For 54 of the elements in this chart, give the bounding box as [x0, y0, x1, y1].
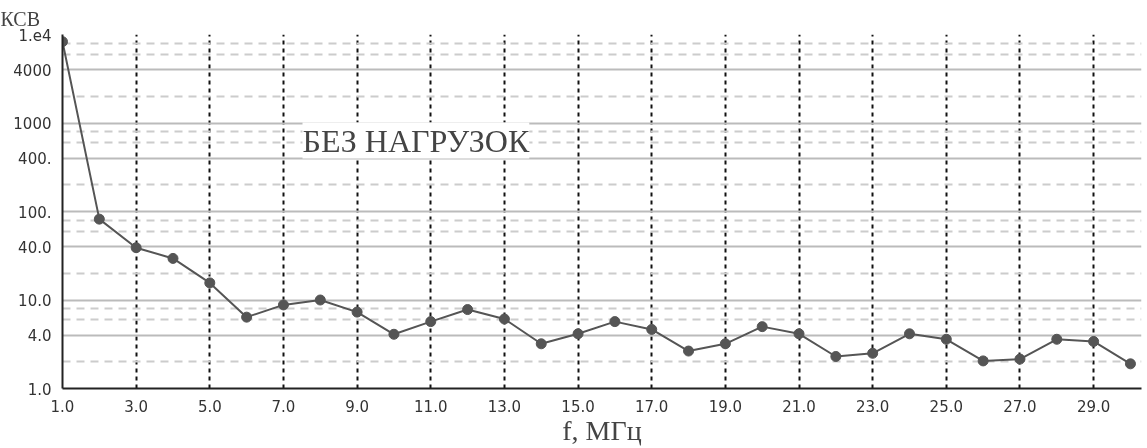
y-tick-label: 1000 — [13, 115, 52, 133]
point — [719, 338, 731, 350]
point — [977, 355, 989, 367]
y-tick-label: 40.0 — [18, 238, 52, 257]
x-tick-label: 11.0 — [414, 397, 448, 416]
point — [462, 304, 474, 316]
point — [241, 311, 253, 323]
x-tick-label: 29.0 — [1076, 397, 1111, 416]
x-tick-label: 3.0 — [124, 397, 149, 416]
point — [940, 333, 952, 345]
point — [388, 328, 400, 340]
point — [1051, 333, 1063, 345]
point — [130, 242, 142, 254]
x-tick-label: 5.0 — [197, 397, 222, 416]
y-tick-label: 10.0 — [18, 292, 52, 310]
x-tick-label: 1.0 — [50, 397, 75, 416]
point — [683, 345, 695, 357]
point — [498, 313, 510, 325]
x-tick-label: 23.0 — [855, 397, 890, 416]
point — [756, 321, 768, 333]
point — [793, 328, 805, 340]
point — [425, 316, 437, 328]
y-tick-label: 100. — [18, 203, 52, 222]
point — [1014, 353, 1026, 365]
y-tick-label: 1.0 — [27, 380, 52, 399]
x-tick-label: 17.0 — [635, 397, 669, 416]
y-tick-label: 400. — [18, 150, 52, 169]
annotation: БЕЗ НАГРУЗОК — [302, 122, 530, 159]
point — [904, 328, 915, 340]
x-tick-label: 19.0 — [708, 397, 743, 416]
point — [1124, 358, 1136, 370]
point — [1088, 335, 1100, 347]
x-tick-label: 15.0 — [561, 397, 595, 416]
point — [535, 338, 547, 350]
x-tick-label: 25.0 — [929, 397, 964, 416]
point — [609, 316, 621, 328]
point — [204, 277, 216, 289]
point — [351, 306, 363, 318]
x-tick-label: 9.0 — [345, 397, 370, 416]
point — [93, 213, 105, 225]
point — [314, 294, 326, 306]
point — [167, 252, 179, 264]
y-tick-label: 4.0 — [27, 327, 52, 346]
y-tick-label: 4000 — [13, 61, 52, 80]
point — [867, 347, 879, 359]
point — [830, 351, 842, 362]
x-tick-label: 21.0 — [782, 397, 816, 416]
point — [277, 299, 289, 311]
x-tick-label: 7.0 — [271, 397, 296, 416]
x-tick-label: 27.0 — [1003, 397, 1037, 416]
x-tick-label: 13.0 — [487, 397, 522, 416]
x-axis-title: f, МГц — [562, 414, 642, 446]
point — [646, 323, 658, 335]
point — [572, 328, 584, 340]
